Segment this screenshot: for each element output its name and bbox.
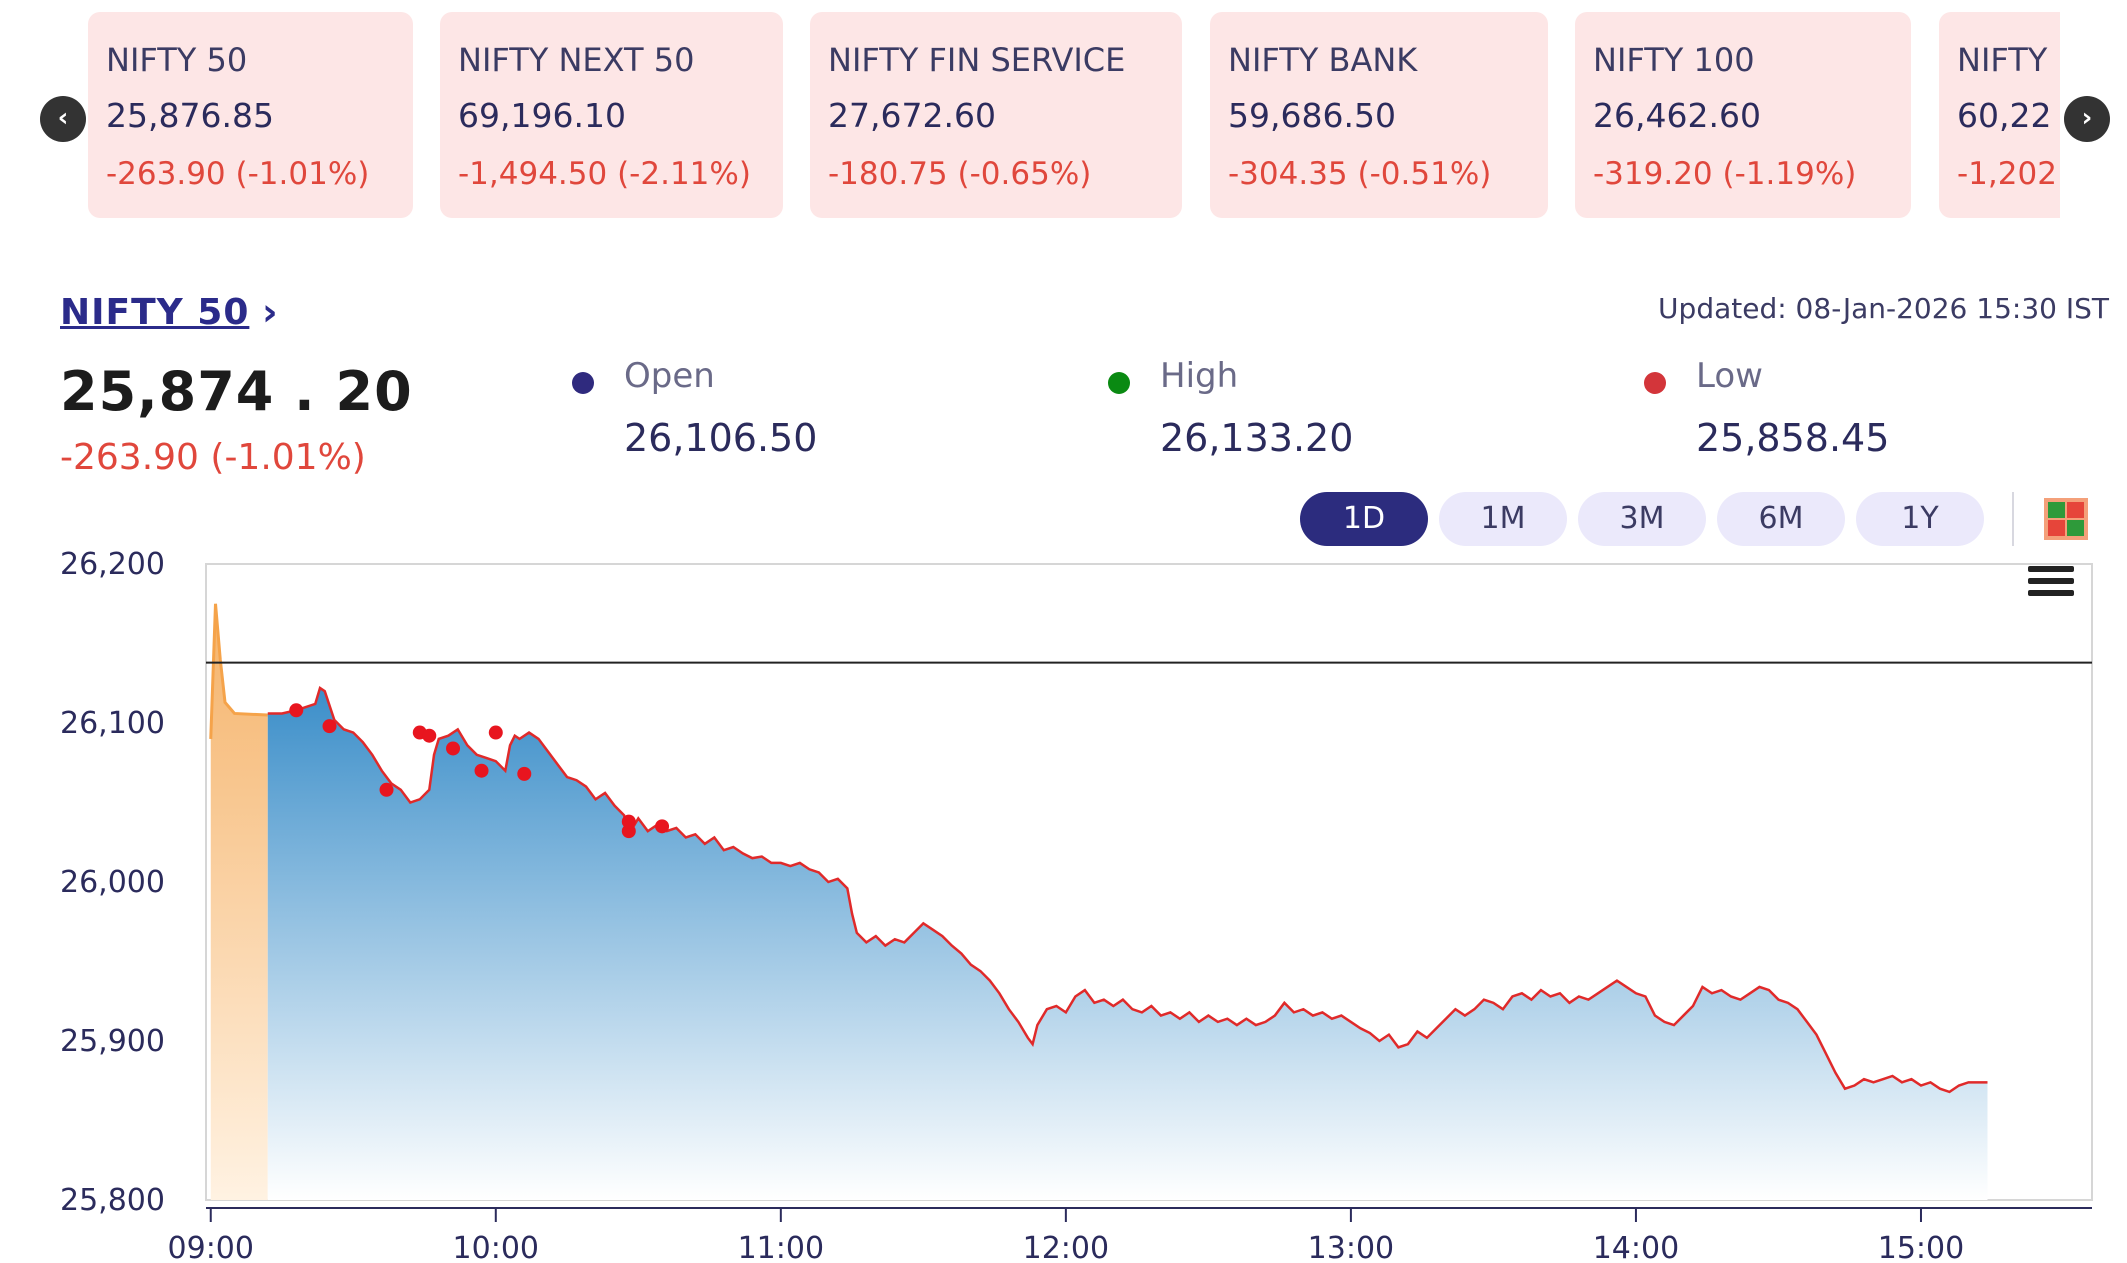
x-tick-label: 13:00 [1308,1231,1394,1263]
x-tick-label: 11:00 [738,1231,824,1263]
price-line [267,686,1988,1094]
ticker-value: 25,876.85 [106,96,274,135]
ticker-name: NIFTY 50 [106,41,248,79]
price-area [267,688,1988,1200]
stat-value: 26,133.20 [1160,416,1354,460]
ticker-viewport: NIFTY 50 25,876.85 -263.90 (-1.01%) NIFT… [88,12,2060,224]
stat-label: Low [1696,356,1763,396]
ticker-value: 27,672.60 [828,96,996,135]
x-tick-label: 09:00 [168,1231,254,1263]
tab-divider [2012,492,2014,546]
stat-value: 25,858.45 [1696,416,1890,460]
y-tick-label: 25,900 [60,1024,165,1059]
chevron-right-icon[interactable]: › [262,290,278,334]
ticker-value: 26,462.60 [1593,96,1761,135]
ticker-change: -319.20 (-1.19%) [1593,156,1857,192]
ticker-value: 60,22 [1957,96,2052,135]
last-price: 25,874 . 20 [60,360,413,423]
pre-open-area [210,603,268,1200]
ticker-change: -1,202 [1957,156,2057,192]
event-marker [422,728,437,743]
stat-label: High [1160,356,1239,396]
ticker-change: -304.35 (-0.51%) [1228,156,1492,192]
chart-type-icon[interactable] [2044,498,2088,540]
ticker-change: -180.75 (-0.65%) [828,156,1092,192]
ticker-name: NIFTY [1957,41,2048,79]
tab-1d[interactable]: 1D [1300,492,1428,546]
index-title-link[interactable]: NIFTY 50 [60,292,250,333]
tab-1m[interactable]: 1M [1439,492,1567,546]
x-tick-label: 14:00 [1593,1231,1679,1263]
y-tick-label: 25,800 [60,1183,165,1218]
ticker-prev-button[interactable]: ‹ [40,96,86,142]
x-tick-label: 10:00 [453,1231,539,1263]
event-marker [474,763,489,778]
open-dot-icon [572,372,594,394]
index-ticker-strip: ‹ NIFTY 50 25,876.85 -263.90 (-1.01%) NI… [0,0,2127,240]
ticker-name: NIFTY 100 [1593,41,1755,79]
event-marker [488,725,503,740]
y-tick-label: 26,200 [60,547,165,582]
ticker-card-nifty-fin-service[interactable]: NIFTY FIN SERVICE 27,672.60 -180.75 (-0.… [810,12,1182,218]
pre-open-line [209,603,268,739]
ticker-value: 59,686.50 [1228,96,1396,135]
tab-6m[interactable]: 6M [1717,492,1845,546]
ticker-card-nifty-50[interactable]: NIFTY 50 25,876.85 -263.90 (-1.01%) [88,12,413,218]
x-tick-label: 15:00 [1878,1231,1964,1263]
net-change: -263.90 (-1.01%) [60,437,366,478]
event-marker [517,766,532,781]
high-dot-icon [1108,372,1130,394]
ticker-card-nifty-100[interactable]: NIFTY 100 26,462.60 -319.20 (-1.19%) [1575,12,1911,218]
chevron-left-icon: ‹ [57,103,69,133]
x-tick-label: 12:00 [1023,1231,1109,1263]
ticker-name: NIFTY FIN SERVICE [828,41,1126,79]
event-marker [289,703,304,718]
low-dot-icon [1644,372,1666,394]
event-marker [655,819,670,834]
stat-label: Open [624,356,715,396]
tab-1y[interactable]: 1Y [1856,492,1984,546]
tab-3m[interactable]: 3M [1578,492,1706,546]
ticker-change: -263.90 (-1.01%) [106,156,370,192]
ticker-value: 69,196.10 [458,96,626,135]
chevron-right-icon: › [2081,103,2093,133]
event-marker [446,741,461,756]
ticker-card-nifty-bank[interactable]: NIFTY BANK 59,686.50 -304.35 (-0.51%) [1210,12,1548,218]
stat-value: 26,106.50 [624,416,818,460]
y-tick-label: 26,100 [60,706,165,741]
y-tick-label: 26,000 [60,865,165,900]
menu-icon[interactable] [2028,566,2074,602]
ticker-next-button[interactable]: › [2064,96,2110,142]
event-marker [379,782,394,797]
updated-timestamp: Updated: 08-Jan-2026 15:30 IST [1658,292,2109,325]
event-marker [621,814,636,829]
ticker-change: -1,494.50 (-2.11%) [458,156,751,192]
ticker-name: NIFTY NEXT 50 [458,41,695,79]
event-marker [322,719,337,734]
ticker-name: NIFTY BANK [1228,41,1418,79]
ticker-card-nifty-next-50[interactable]: NIFTY NEXT 50 69,196.10 -1,494.50 (-2.11… [440,12,783,218]
ticker-card-partial[interactable]: NIFTY 60,22 -1,202 [1939,12,2060,218]
